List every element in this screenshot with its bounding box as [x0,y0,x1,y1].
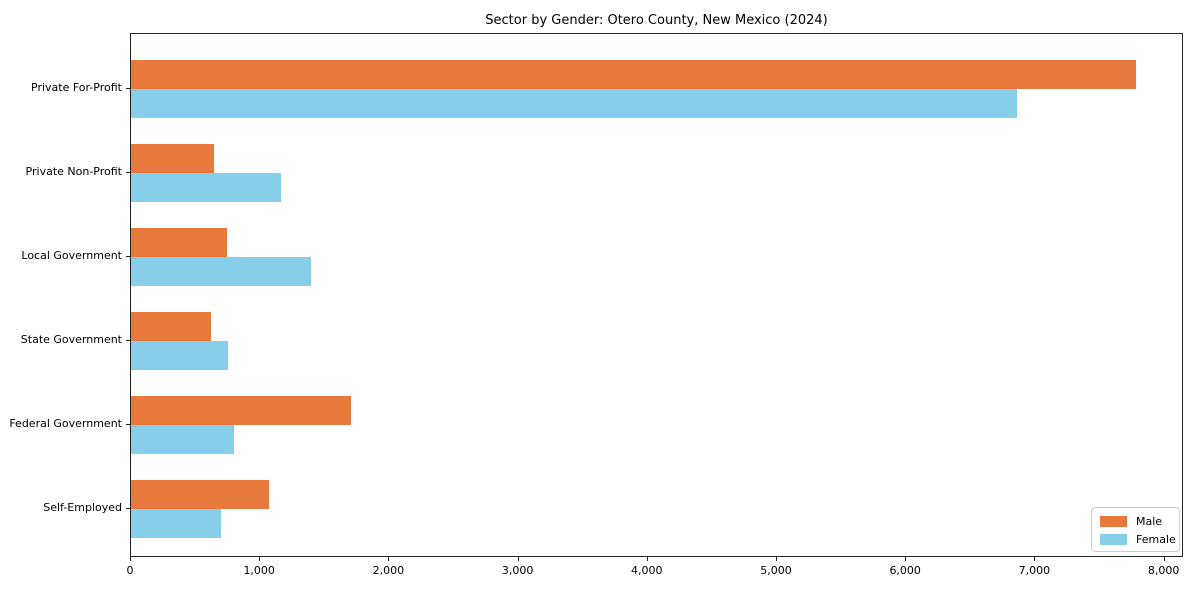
y-tick-mark [126,256,130,257]
bar-female-federal-government [131,425,235,454]
legend-swatch-female [1100,533,1127,545]
x-tick-label-8000: 8,000 [1147,564,1180,577]
bar-female-private-for-profit [131,89,1018,118]
x-tick-mark [1163,557,1165,561]
bar-male-private-non-profit [131,144,214,173]
x-tick-mark [776,557,777,561]
x-tick-label-7000: 7,000 [1018,564,1051,577]
x-tick-mark [905,557,907,561]
bar-female-state-government [131,341,228,370]
legend-item-male: Male [1100,513,1171,529]
x-tick-mark [646,557,648,561]
y-tick-label-private-non-profit: Private Non-Profit [25,165,122,178]
y-tick-label-federal-government: Federal Government [9,417,122,430]
x-tick-mark [130,557,131,561]
y-tick-label-private-for-profit: Private For-Profit [31,81,122,94]
plot-area [130,33,1183,557]
legend-label-female: Female [1136,532,1176,546]
legend-label-male: Male [1136,514,1163,528]
legend-swatch-male [1100,515,1127,527]
chart-title: Sector by Gender: Otero County, New Mexi… [485,13,828,28]
legend: Male Female [1091,507,1180,552]
bar-female-local-government [131,257,311,286]
bar-male-state-government [131,312,212,341]
y-tick-mark [126,340,130,341]
bar-male-federal-government [131,396,351,425]
x-tick-mark [1034,557,1036,561]
y-tick-label-state-government: State Government [20,333,122,346]
x-tick-label-3000: 3,000 [501,564,534,577]
y-tick-mark [126,508,130,509]
bar-female-self-employed [131,509,222,538]
bar-female-private-non-profit [131,173,281,202]
x-tick-label-2000: 2,000 [372,564,405,577]
bar-male-local-government [131,228,227,257]
y-tick-mark [126,172,130,173]
y-tick-label-self-employed: Self-Employed [43,501,122,514]
x-tick-mark [388,557,390,561]
x-tick-label-5000: 5,000 [760,564,792,577]
bar-male-self-employed [131,480,270,509]
x-tick-label-6000: 6,000 [889,564,921,577]
x-tick-mark [259,557,261,561]
legend-item-female: Female [1100,531,1176,547]
x-tick-mark [517,557,519,561]
bar-male-private-for-profit [131,60,1137,89]
y-tick-mark [126,424,130,425]
x-tick-label-1000: 1,000 [243,564,275,577]
x-tick-label-4000: 4,000 [631,564,663,577]
y-tick-mark [126,88,130,89]
x-tick-label-0: 0 [126,564,134,577]
y-tick-label-local-government: Local Government [21,249,122,262]
